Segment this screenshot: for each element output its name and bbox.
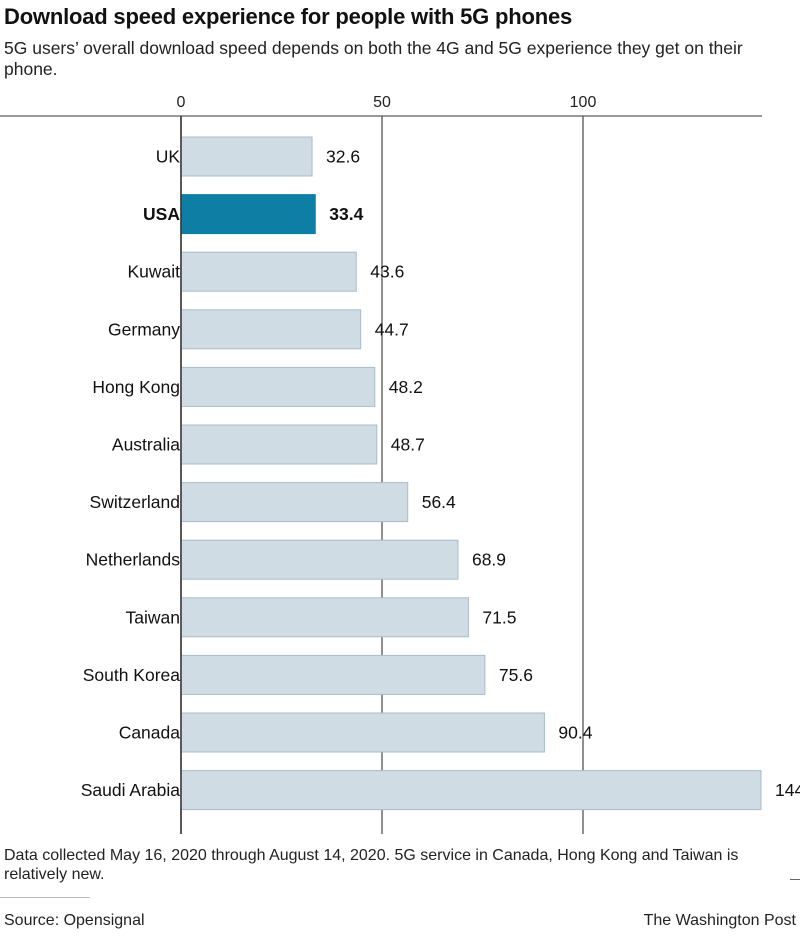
footer-divider xyxy=(0,897,90,898)
value-label: 90.4 xyxy=(558,723,592,743)
category-label: Canada xyxy=(119,723,181,743)
x-tick-label: 50 xyxy=(373,94,391,111)
category-label: Kuwait xyxy=(127,262,180,282)
bar-taiwan xyxy=(180,597,469,638)
category-label: USA xyxy=(143,204,180,224)
bar-saudi-arabia xyxy=(180,770,762,811)
value-label: 32.6 xyxy=(326,147,360,167)
bar-uk xyxy=(180,136,313,177)
bar-canada xyxy=(180,712,545,753)
category-label: Netherlands xyxy=(86,550,181,570)
category-label: Hong Kong xyxy=(92,377,180,397)
bar-germany xyxy=(180,309,362,350)
category-label: Switzerland xyxy=(90,492,180,512)
bar-kuwait xyxy=(180,251,357,292)
publisher-credit: The Washington Post xyxy=(643,912,796,929)
footer-tick xyxy=(790,879,800,880)
bar-netherlands xyxy=(180,539,459,580)
value-label: 48.2 xyxy=(389,377,423,397)
bar-australia xyxy=(180,424,378,465)
category-label: Germany xyxy=(108,319,180,339)
category-label: South Korea xyxy=(83,665,181,685)
chart-title: Download speed experience for people wit… xyxy=(4,4,573,29)
category-label: Taiwan xyxy=(126,607,180,627)
value-label: 71.5 xyxy=(482,607,516,627)
chart-subtitle: 5G users’ overall download speed depends… xyxy=(4,38,743,79)
bar-south-korea xyxy=(180,654,486,695)
value-label: 44.7 xyxy=(375,319,409,339)
value-label: 56.4 xyxy=(422,492,456,512)
category-label: Australia xyxy=(112,435,180,455)
bar-hong-kong xyxy=(180,366,376,407)
source-credit: Source: Opensignal xyxy=(4,912,145,929)
value-label: 48.7 xyxy=(391,435,425,455)
value-label: 68.9 xyxy=(472,550,506,570)
bar-usa xyxy=(180,194,316,235)
x-tick-label: 100 xyxy=(570,94,597,111)
value-label: 43.6 xyxy=(370,262,404,282)
category-label: Saudi Arabia xyxy=(81,780,181,800)
value-label: 33.4 xyxy=(329,204,363,224)
bar-chart: 0 50 100 UK 32.6 USA 33.4 Kuwait 43.6 Germany 44.7… xyxy=(0,94,800,834)
bar-switzerland xyxy=(180,482,409,523)
category-label: UK xyxy=(156,147,181,167)
data-note: Data collected May 16, 2020 through Augu… xyxy=(4,847,739,883)
value-label: 144.5 xyxy=(775,780,800,800)
value-label: 75.6 xyxy=(499,665,533,685)
x-tick-label: 0 xyxy=(177,94,186,111)
